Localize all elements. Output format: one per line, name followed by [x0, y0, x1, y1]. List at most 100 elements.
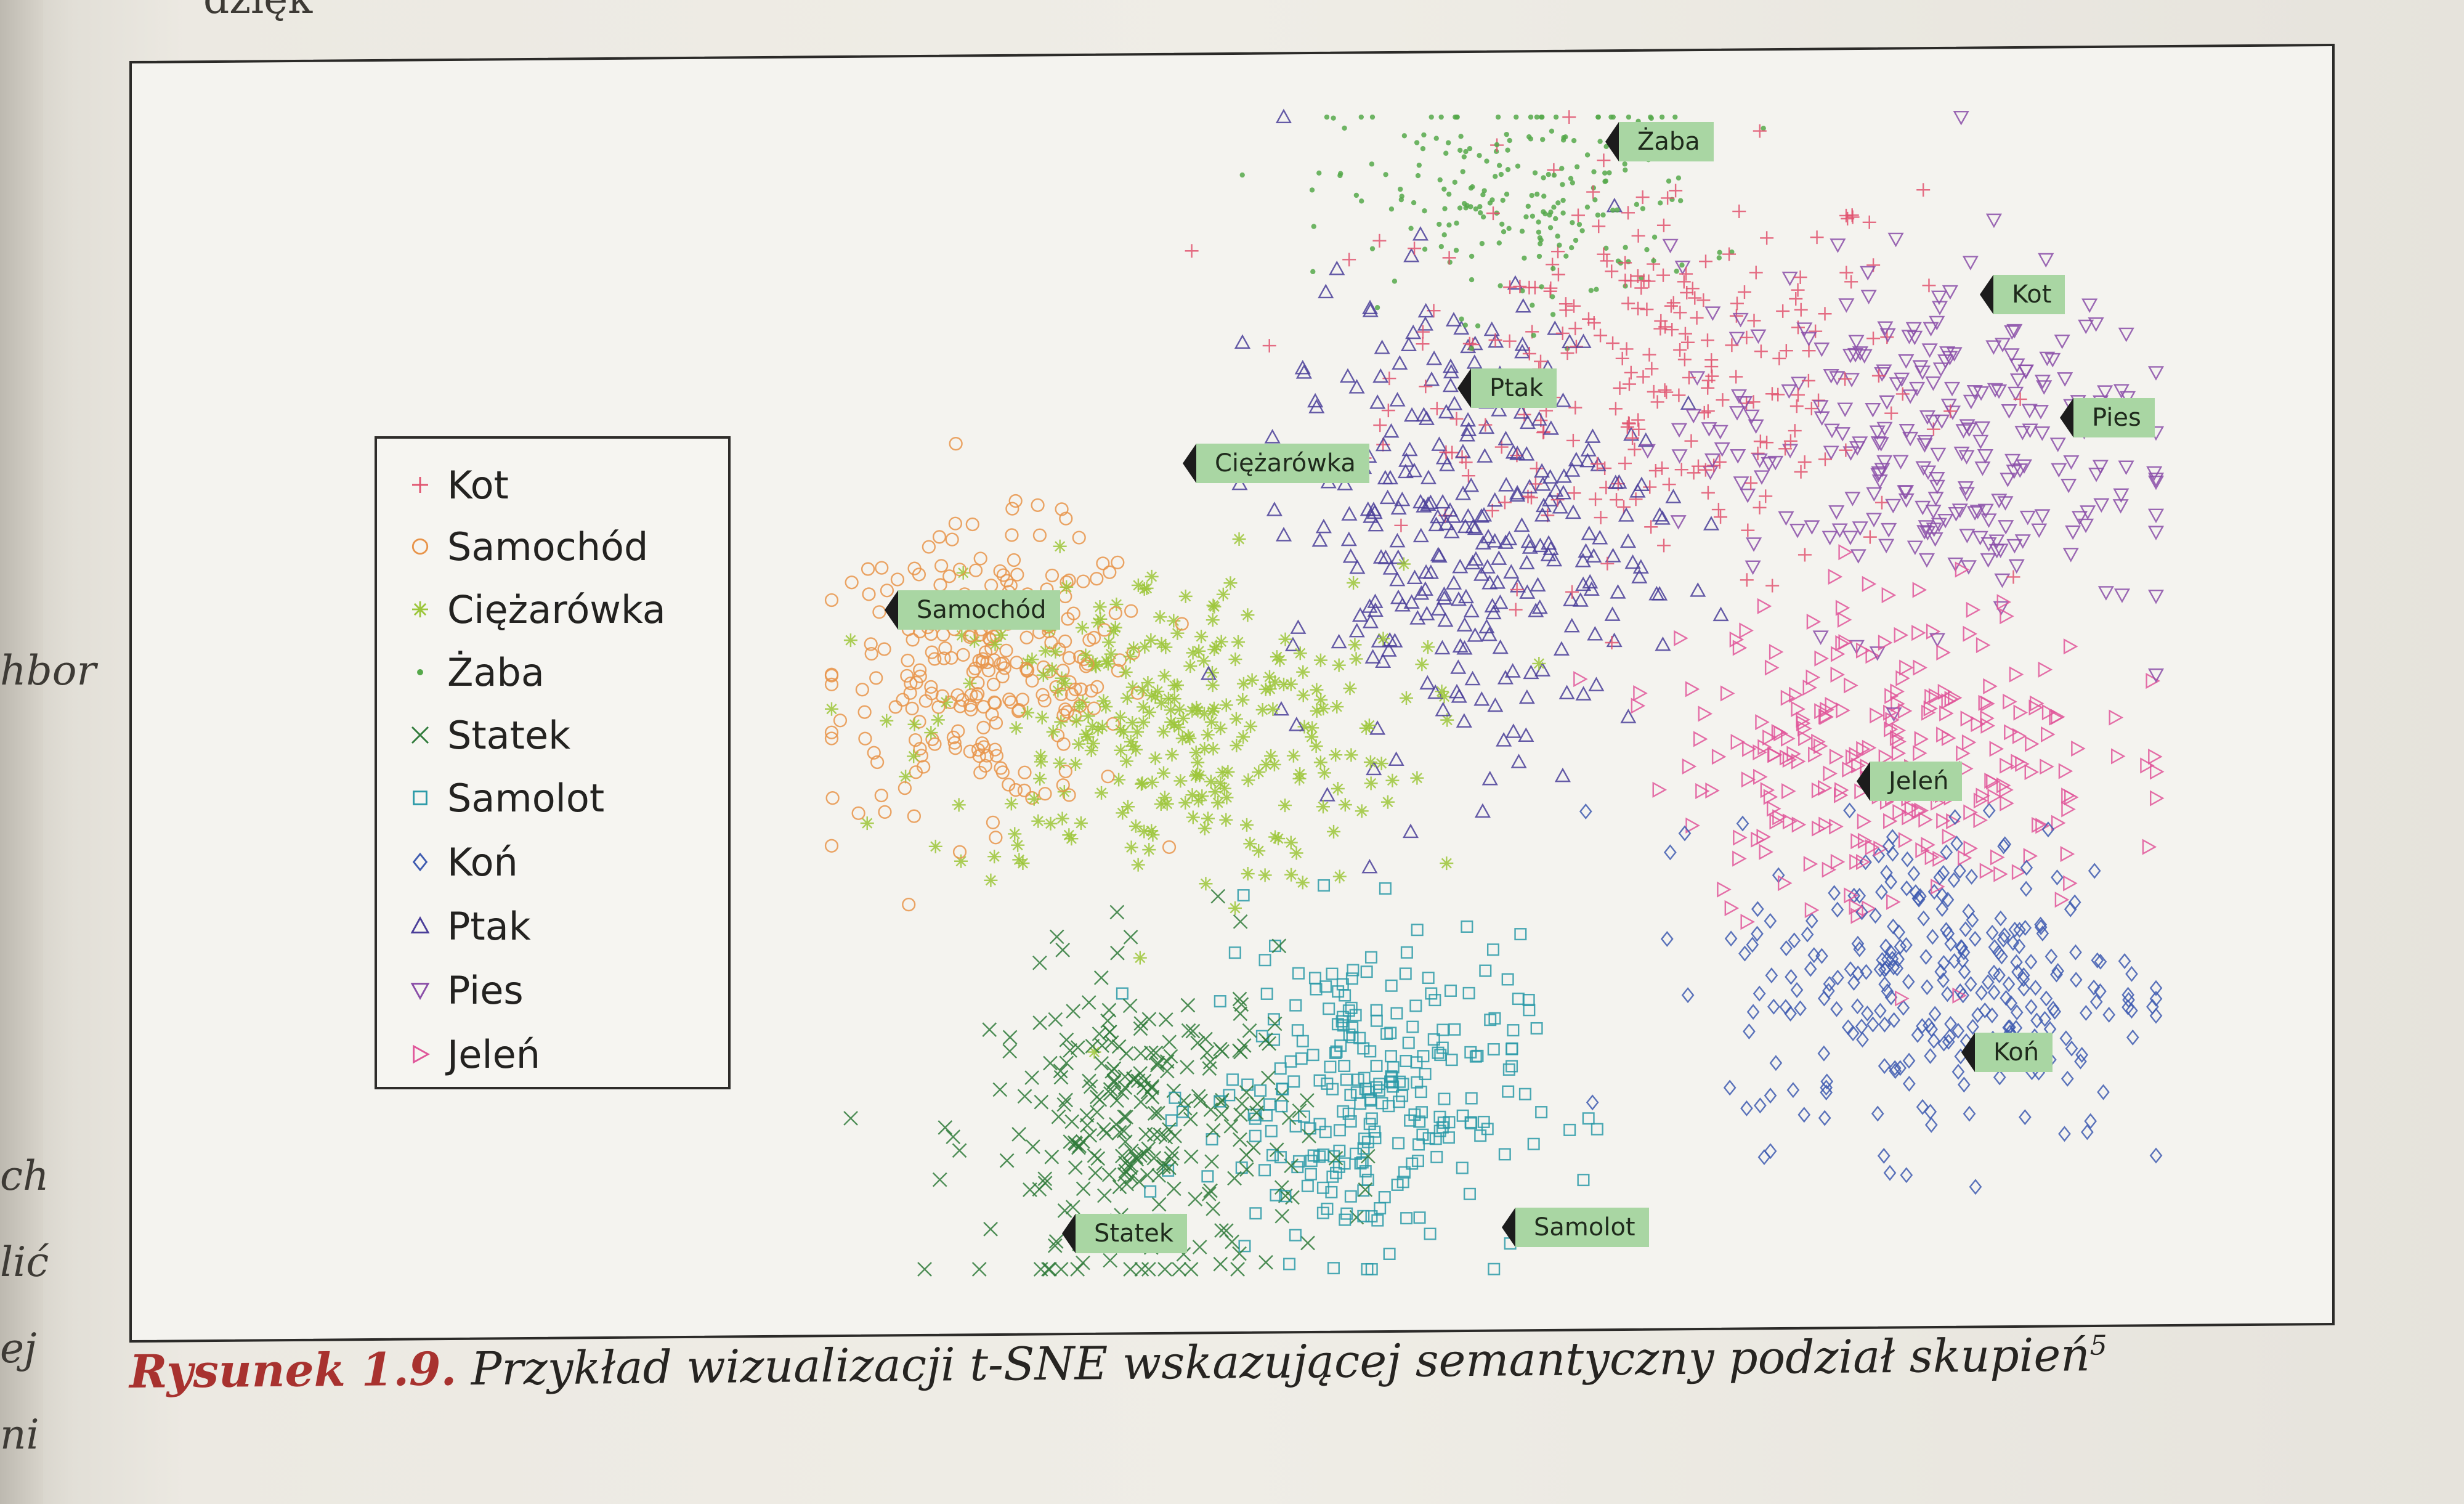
scatter-point-triangle-up — [1611, 474, 1627, 489]
scatter-point-dot — [1477, 210, 1483, 216]
scatter-point-dot — [1679, 262, 1685, 268]
scatter-point-asterisk — [1106, 624, 1121, 638]
scatter-point-dot — [1504, 192, 1510, 197]
scatter-point-triangle-down — [1837, 402, 1854, 418]
scatter-point-plus — [1749, 266, 1763, 280]
scatter-point-diamond — [1894, 938, 1907, 955]
scatter-point-plus — [1707, 458, 1721, 473]
scatter-point-diamond — [1876, 952, 1889, 968]
scatter-point-asterisk — [1124, 734, 1138, 749]
scatter-point-square — [1165, 1114, 1178, 1127]
tag-pointer-icon — [1961, 1033, 1975, 1072]
scatter-point-triangle-up — [1428, 516, 1445, 532]
scatter-point-triangle-down — [1823, 369, 1839, 384]
scatter-point-triangle-down — [1856, 349, 1873, 364]
legend-marker-shape — [412, 477, 428, 493]
scatter-point-triangle-right — [1881, 587, 1897, 604]
legend-marker-shape — [410, 983, 430, 1000]
scatter-point-triangle-right — [1812, 820, 1826, 837]
scatter-point-x — [1132, 1174, 1146, 1189]
scatter-point-plus — [1788, 424, 1802, 438]
scatter-point-asterisk — [1206, 742, 1220, 756]
scatter-point-triangle-down — [1877, 321, 1894, 336]
legend-label: Samolot — [447, 775, 605, 821]
scatter-point-circle — [950, 688, 965, 702]
scatter-point-dot — [1484, 158, 1489, 164]
legend: Kot Samochód Ciężarówka Żaba Statek Samo… — [375, 436, 731, 1089]
scatter-point-x — [1271, 938, 1287, 954]
scatter-point-triangle-up — [1619, 533, 1637, 548]
scatter-point-triangle-up — [1632, 559, 1649, 574]
scatter-point-x — [1258, 1254, 1273, 1270]
scatter-point-asterisk — [1145, 824, 1159, 838]
scatter-point-x — [1129, 1150, 1143, 1165]
scatter-point-asterisk — [1284, 835, 1298, 850]
scatter-point-diamond — [2088, 863, 2101, 879]
scatter-point-triangle-right — [1857, 832, 1873, 849]
scatter-point-x — [932, 1172, 947, 1187]
scatter-point-triangle-up — [1231, 475, 1248, 490]
scatter-point-dot — [1469, 346, 1475, 351]
scatter-point-plus — [1627, 442, 1642, 457]
scatter-point-triangle-up — [1368, 516, 1384, 532]
scatter-point-triangle-right — [1924, 849, 1940, 866]
scatter-point-triangle-right — [1836, 702, 1850, 719]
scatter-point-triangle-down — [1866, 487, 1882, 502]
scatter-point-x — [1166, 1181, 1181, 1197]
scatter-point-x — [1292, 1103, 1307, 1118]
scatter-point-circle — [877, 642, 891, 656]
scatter-point-triangle-down — [2006, 539, 2023, 554]
scatter-point-triangle-right — [1944, 691, 1959, 707]
scatter-point-asterisk — [1189, 701, 1204, 715]
scatter-point-square — [1378, 1191, 1391, 1204]
scatter-point-diamond — [1985, 1007, 1999, 1023]
scatter-point-triangle-up — [1275, 108, 1292, 124]
scatter-point-triangle-down — [1940, 399, 1957, 413]
scatter-point-x — [1056, 1097, 1072, 1112]
scatter-point-dot — [1651, 258, 1656, 264]
scatter-point-circle — [1124, 604, 1138, 618]
scatter-point-diamond — [2018, 1109, 2032, 1126]
scatter-point-x — [1117, 1109, 1132, 1124]
cluster-label-text: Koń — [1993, 1038, 2040, 1067]
scatter-point-triangle-right — [1822, 861, 1837, 878]
scatter-point-dot — [1602, 170, 1608, 176]
scatter-point-plus — [1586, 185, 1600, 199]
scatter-point-circle — [1056, 778, 1070, 792]
scatter-point-square — [1344, 1115, 1357, 1128]
scatter-point-asterisk — [1075, 620, 1089, 635]
scatter-point-triangle-up — [1311, 532, 1328, 547]
scatter-point-square — [1456, 1109, 1469, 1122]
scatter-point-plus — [1794, 303, 1808, 317]
scatter-point-square — [1144, 1185, 1157, 1198]
scatter-point-asterisk — [1154, 636, 1169, 651]
scatter-point-triangle-up — [1637, 432, 1654, 447]
scatter-point-triangle-down — [2118, 327, 2134, 343]
scatter-point-triangle-right — [1996, 777, 2011, 794]
scatter-point-plus — [1672, 388, 1686, 402]
scatter-point-dot — [1600, 212, 1606, 218]
scatter-point-circle — [824, 677, 839, 691]
scatter-point-x — [1225, 1234, 1239, 1250]
scatter-point-x — [1158, 1012, 1173, 1027]
scatter-point-asterisk — [1223, 576, 1238, 590]
scatter-point-circle — [952, 563, 967, 577]
scatter-point-dot — [1369, 161, 1375, 167]
scatter-point-diamond — [1957, 944, 1971, 961]
scatter-point-triangle-right — [1844, 887, 1858, 904]
scatter-point-x — [1053, 1262, 1069, 1277]
scatter-point-triangle-down — [2021, 404, 2038, 419]
scatter-point-triangle-up — [1514, 517, 1530, 532]
scatter-point-triangle-up — [1452, 558, 1469, 574]
scatter-point-triangle-up — [1450, 591, 1467, 606]
scatter-point-triangle-down — [1879, 395, 1895, 410]
scatter-point-triangle-up — [1558, 685, 1575, 699]
scatter-point-asterisk — [1156, 766, 1170, 780]
legend-item-statek: Statek — [402, 707, 570, 763]
scatter-point-x — [1191, 1089, 1206, 1104]
scatter-point-circle — [913, 669, 927, 683]
scatter-point-circle — [1058, 589, 1072, 604]
scatter-point-diamond — [1968, 930, 1982, 947]
legend-marker-shape — [412, 601, 428, 617]
scatter-point-diamond — [2084, 1113, 2097, 1129]
